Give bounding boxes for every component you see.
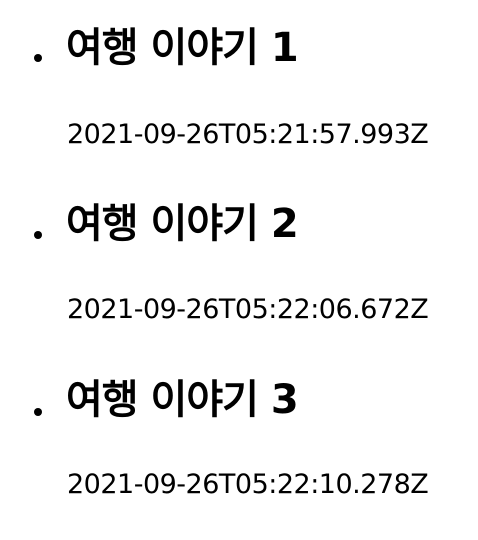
post-date: 2021-09-26T05:22:10.278Z [67, 469, 429, 500]
bullet-icon [34, 54, 42, 62]
bullet-icon [34, 231, 42, 239]
post-list-item: 여행 이야기 3 2021-09-26T05:22:10.278Z [0, 356, 478, 534]
post-title[interactable]: 여행 이야기 2 [66, 201, 299, 247]
post-title[interactable]: 여행 이야기 3 [66, 377, 299, 423]
post-date: 2021-09-26T05:22:06.672Z [67, 294, 429, 325]
post-list-item: 여행 이야기 2 2021-09-26T05:22:06.672Z [0, 178, 478, 356]
post-title[interactable]: 여행 이야기 1 [66, 25, 299, 71]
post-list: 여행 이야기 1 2021-09-26T05:21:57.993Z 여행 이야기… [0, 0, 478, 500]
bullet-icon [34, 408, 42, 416]
post-date: 2021-09-26T05:21:57.993Z [67, 119, 429, 150]
post-list-item: 여행 이야기 1 2021-09-26T05:21:57.993Z [0, 0, 478, 178]
